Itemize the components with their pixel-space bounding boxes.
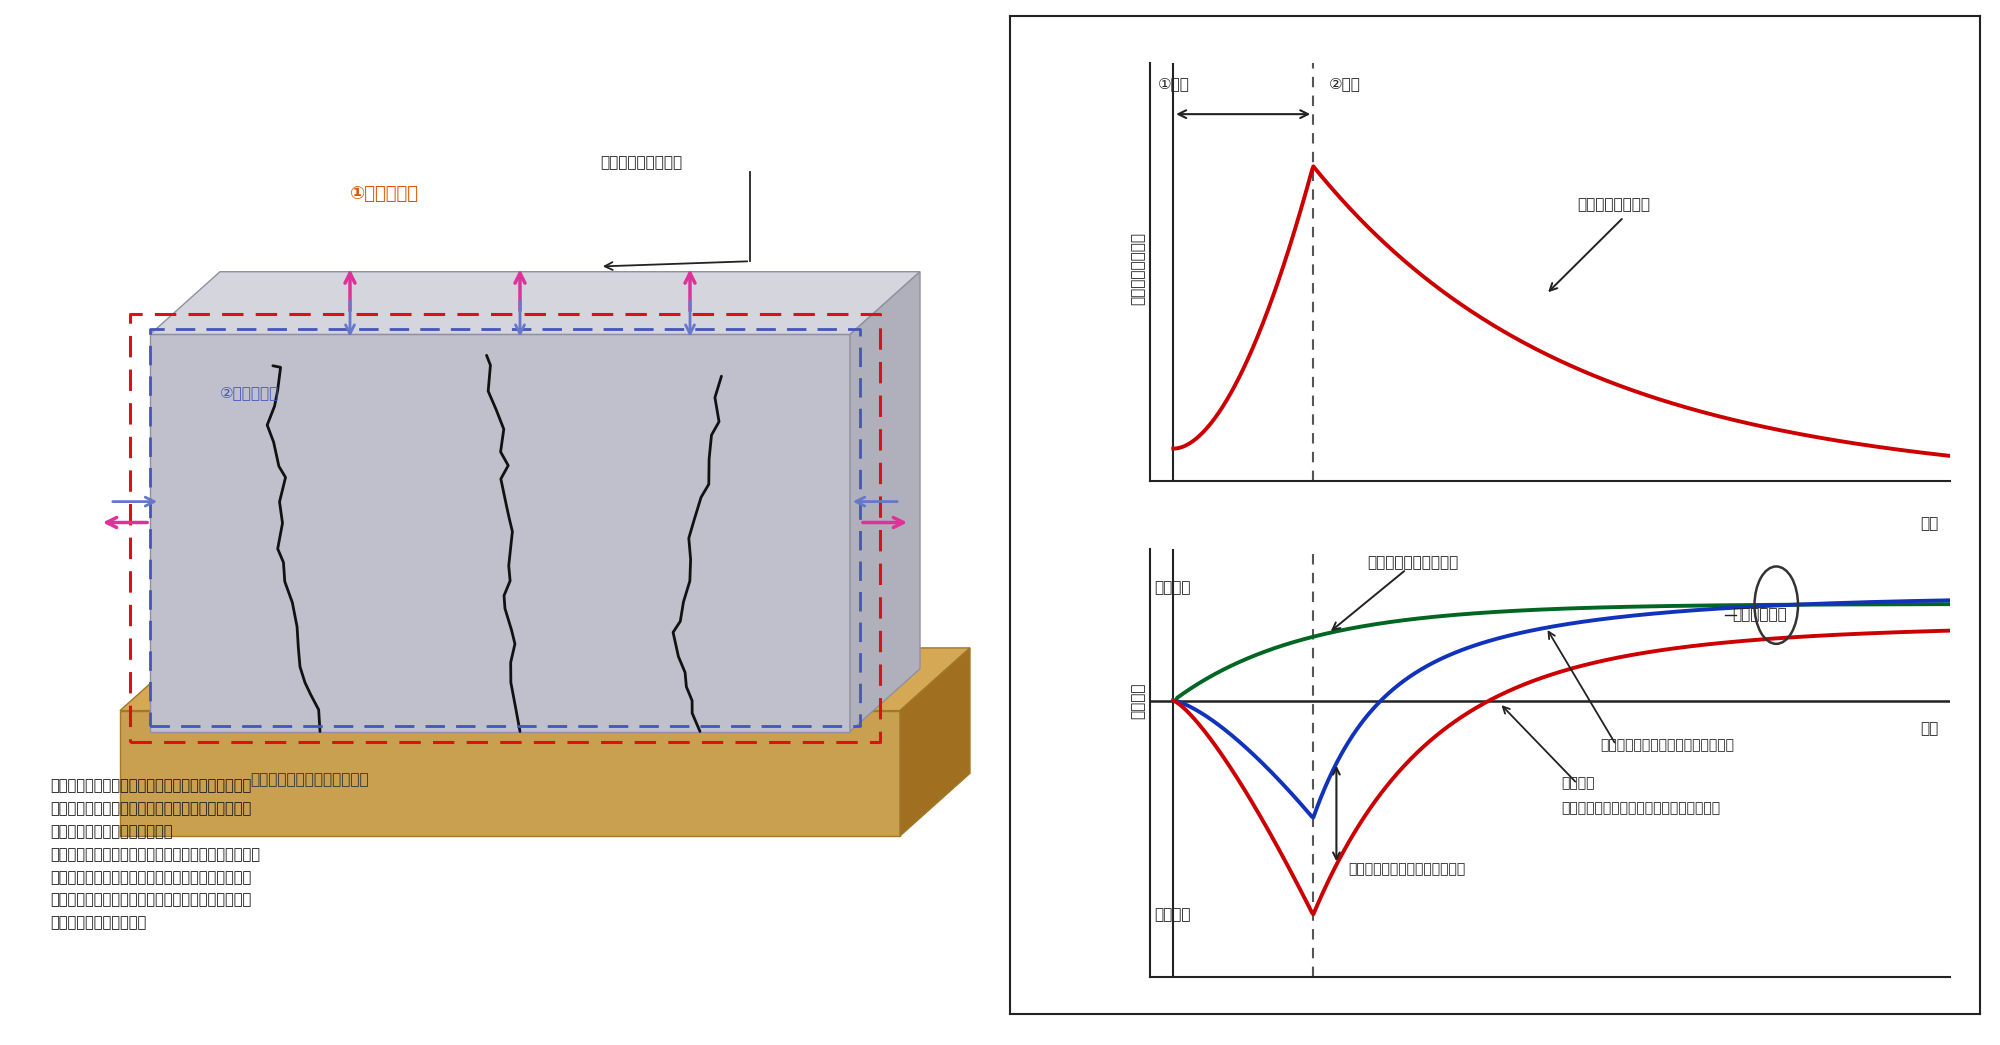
Text: コンクリート温度: コンクリート温度 xyxy=(1130,232,1146,305)
Text: コンクリート引張強度: コンクリート引張強度 xyxy=(1368,555,1458,570)
Text: （引張）: （引張） xyxy=(1154,580,1190,595)
Text: ①上昇: ①上昇 xyxy=(1158,76,1190,91)
Text: （ハイパーエクスパン添加コンクリート）: （ハイパーエクスパン添加コンクリート） xyxy=(1562,802,1720,815)
Text: 床版や岩盤等による外部拘束: 床版や岩盤等による外部拘束 xyxy=(250,772,368,787)
Text: ひび割れ発生: ひび割れ発生 xyxy=(1732,607,1788,623)
Text: （圧縮）: （圧縮） xyxy=(1154,907,1190,923)
Text: ①温度上昇時: ①温度上昇時 xyxy=(350,185,420,203)
Polygon shape xyxy=(900,648,970,836)
Polygon shape xyxy=(120,648,970,711)
Text: 応力履歴（プレーンコンクリート）: 応力履歴（プレーンコンクリート） xyxy=(1600,738,1734,752)
Polygon shape xyxy=(850,272,920,732)
Text: 材齢: 材齢 xyxy=(1920,516,1938,531)
Polygon shape xyxy=(150,272,920,334)
Text: ②降下: ②降下 xyxy=(1328,76,1360,91)
Text: プレストレス（圧縮力）の導入: プレストレス（圧縮力）の導入 xyxy=(1348,862,1466,876)
Text: プレーンコンクリートは、温度上昇時から下降時に
おける体積収縮を床版等により拘束されることによ
り、引張り応力が発生します。
一方、ハイパーエクスパンを使用した: プレーンコンクリートは、温度上昇時から下降時に おける体積収縮を床版等により拘束… xyxy=(50,779,260,930)
Polygon shape xyxy=(120,711,900,836)
Text: 温度履歴（共通）: 温度履歴（共通） xyxy=(1578,196,1650,212)
Text: コンクリート打設時: コンクリート打設時 xyxy=(600,156,682,170)
Text: 材齢: 材齢 xyxy=(1920,721,1938,737)
Text: 温度応力: 温度応力 xyxy=(1130,682,1146,719)
Text: ②温度降下時: ②温度降下時 xyxy=(220,386,280,400)
Text: 応力履歴: 応力履歴 xyxy=(1562,776,1596,791)
Polygon shape xyxy=(150,334,850,732)
